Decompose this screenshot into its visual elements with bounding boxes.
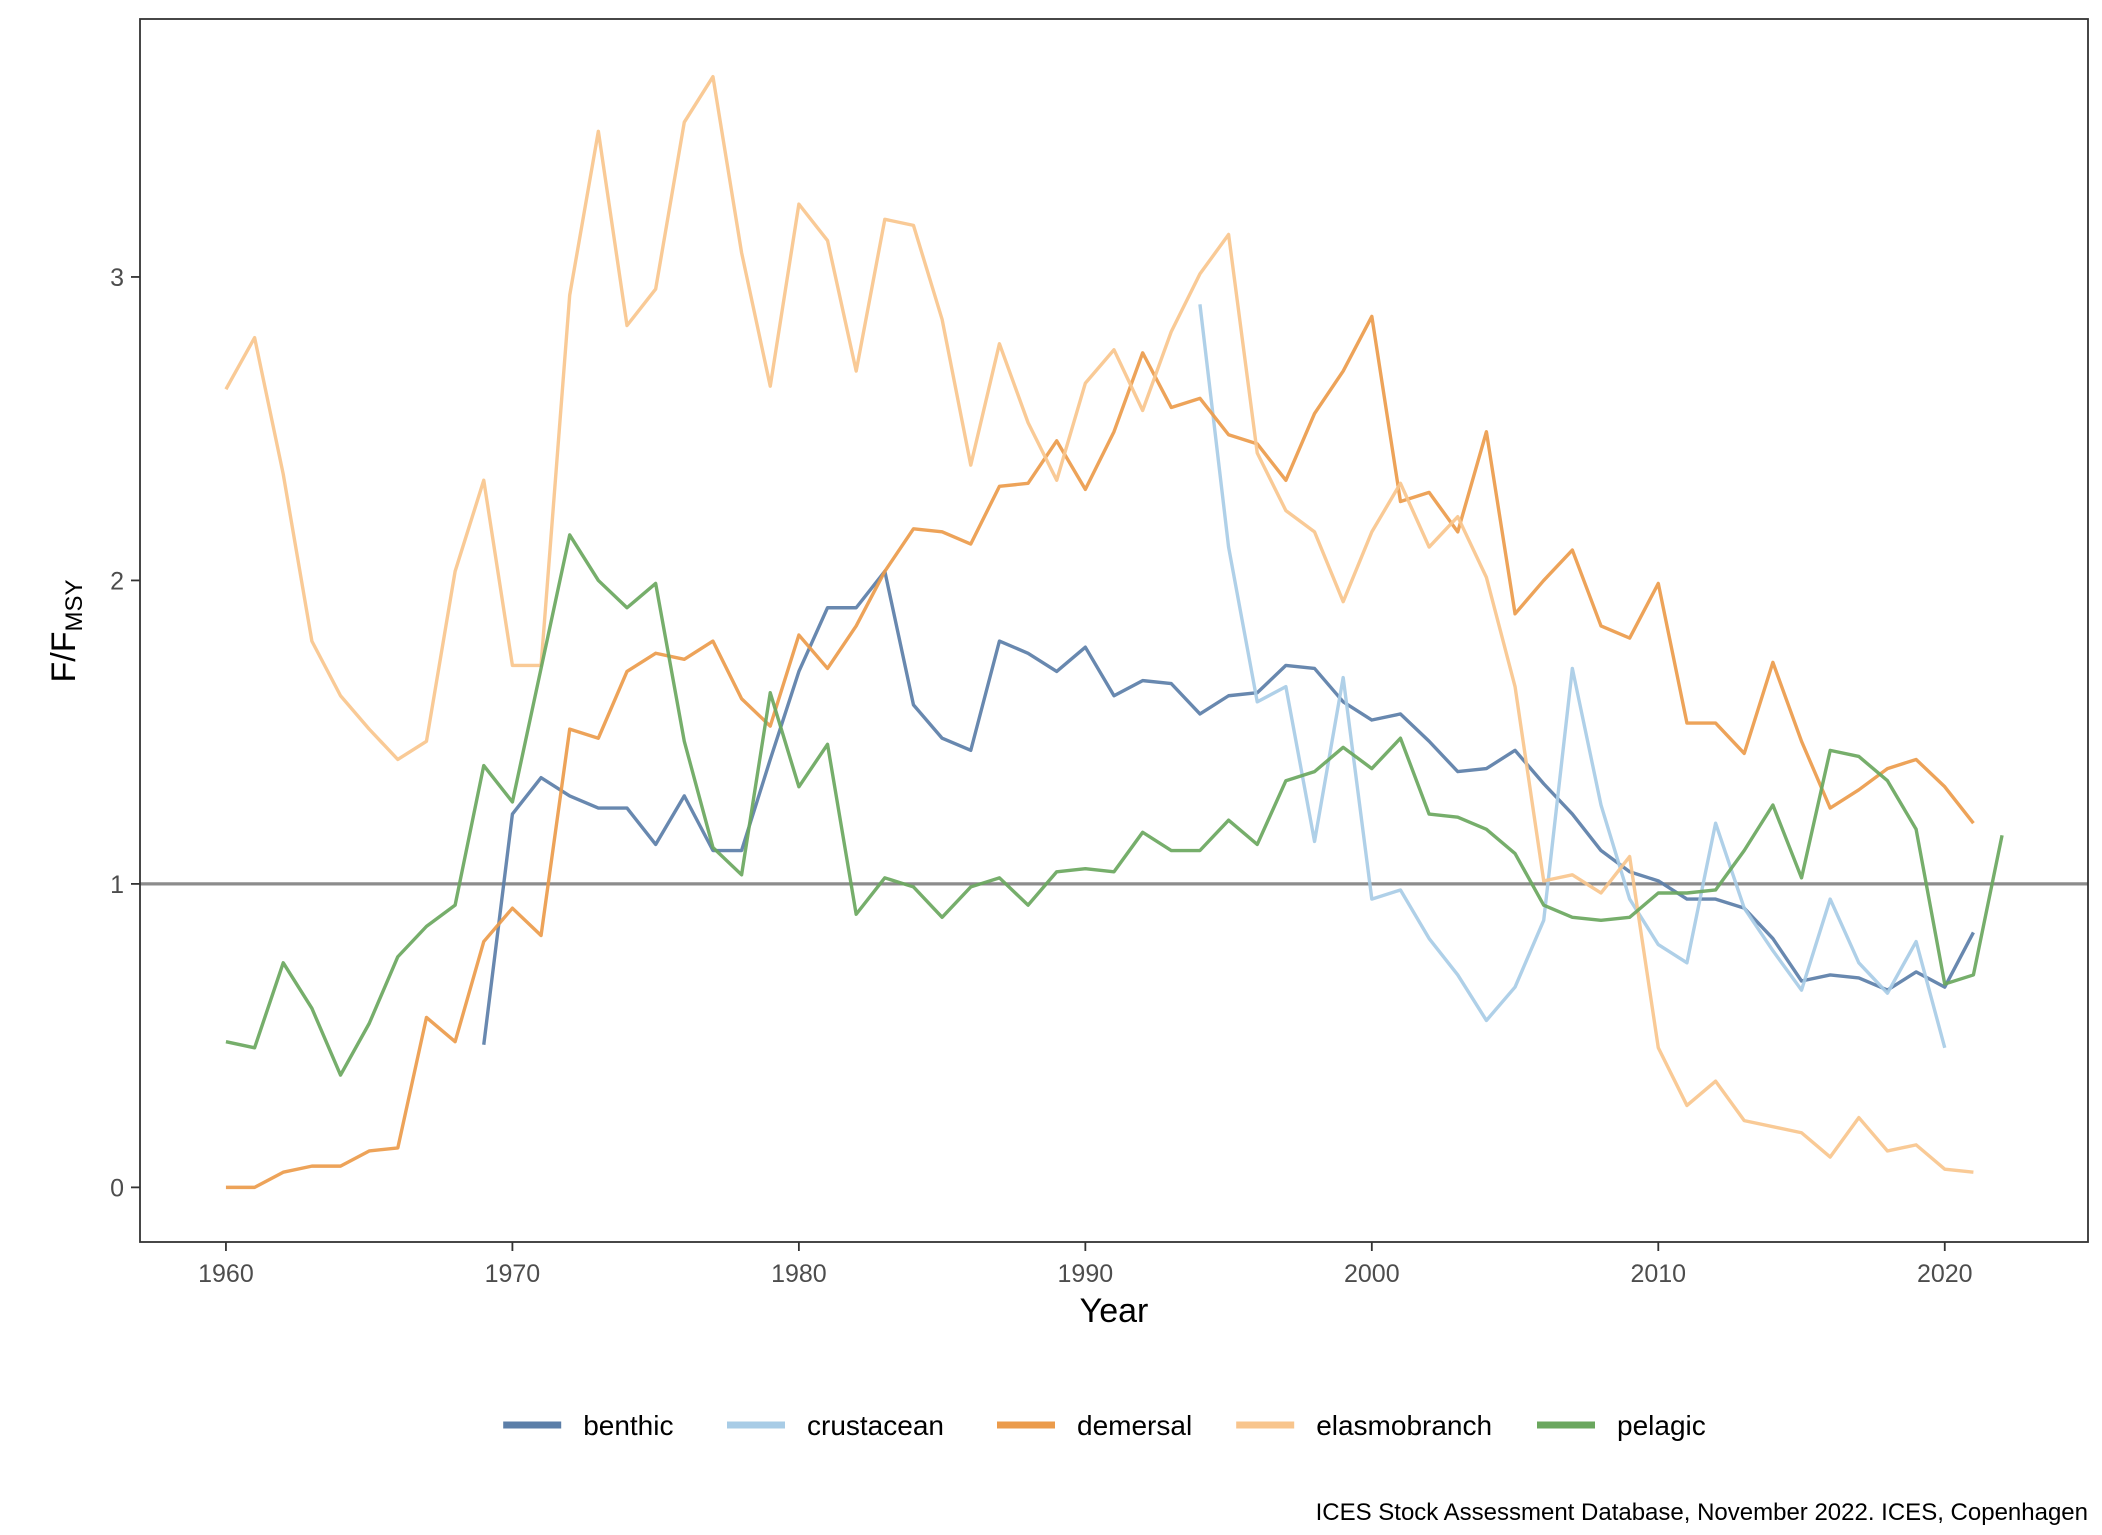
x-tick-label: 1980 [771,1260,827,1288]
x-axis-title: Year [1080,1292,1149,1330]
x-tick-label: 2010 [1630,1260,1686,1288]
y-axis-title-subscript: MSY [61,580,88,632]
legend-item-pelagic: pelagic [1537,1410,1706,1441]
x-tick-label: 1960 [198,1260,254,1288]
x-tick-label: 2000 [1344,1260,1400,1288]
y-axis-title-main: F/F [45,632,83,683]
y-tick-label: 3 [110,264,124,292]
y-tick-label: 2 [110,567,124,595]
y-tick-label: 1 [110,871,124,899]
legend-label-pelagic: pelagic [1617,1410,1706,1441]
y-tick-label: 0 [110,1174,124,1202]
caption: ICES Stock Assessment Database, November… [1316,1499,2088,1526]
series-line-pelagic [225,533,2004,1077]
series-line-benthic [482,569,1975,1045]
series-line-elasmobranch [224,74,1974,1174]
legend-item-demersal: demersal [997,1410,1192,1441]
x-tick-label: 2020 [1917,1260,1973,1288]
legend-label-benthic: benthic [583,1410,673,1441]
x-axis: 1960 1970 1980 1990 2000 2010 2020 [198,1242,1973,1288]
legend-item-benthic: benthic [503,1410,673,1441]
legend-label-crustacean: crustacean [807,1410,944,1441]
x-tick-label: 1970 [485,1260,541,1288]
series-line-crustacean [1198,304,1947,1049]
y-axis-title: F/FMSY [45,580,88,683]
legend-label-elasmobranch: elasmobranch [1316,1410,1492,1441]
series-line-demersal [225,314,1975,1190]
legend-item-crustacean: crustacean [727,1410,944,1441]
legend-label-demersal: demersal [1077,1410,1192,1441]
legend: benthic crustacean demersal elasmobranch pel… [503,1410,1706,1441]
legend-item-elasmobranch: elasmobranch [1236,1410,1492,1441]
plot-panel [140,19,2088,1242]
y-axis: 0 1 2 3 [110,264,140,1202]
x-tick-label: 1990 [1058,1260,1114,1288]
plot-panel-border [139,18,2089,1243]
